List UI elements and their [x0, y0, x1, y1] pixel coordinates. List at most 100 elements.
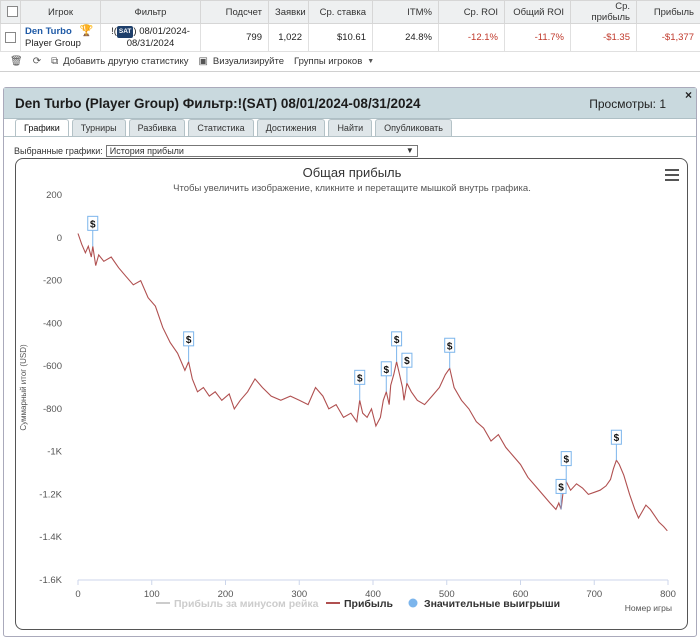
x-axis-label: Номер игры — [625, 603, 672, 613]
big-win-flag: $ — [401, 352, 413, 384]
stats-table: Игрок Фильтр Подсчет Заявки Ср. ставка I… — [0, 0, 700, 52]
avg-roi-cell: -12.1% — [438, 23, 505, 52]
filter-prefix: !( — [111, 25, 117, 37]
panel-tabs: Графики Турниры Разбивка Статистика Дост… — [15, 119, 452, 137]
row-checkbox[interactable] — [0, 23, 21, 52]
caret-down-icon: ▼ — [367, 58, 375, 65]
player-cell[interactable]: Den Turbo 🏆 Player Group — [20, 23, 101, 52]
big-win-flag-box — [610, 429, 622, 445]
big-win-flag-label: $ — [563, 455, 569, 466]
big-win-flag: $ — [555, 478, 567, 510]
x-tick-label: 0 — [75, 589, 80, 600]
x-tick-label: 200 — [218, 589, 234, 600]
views-count: Просмотры: 1 — [589, 97, 666, 111]
add-stats-label: Добавить другую статистику — [63, 56, 189, 67]
col-header-itm[interactable]: ITM% — [372, 0, 439, 24]
big-win-flag-label: $ — [558, 482, 564, 493]
player-name-link[interactable]: Den Turbo — [25, 26, 72, 37]
big-win-flag-label: $ — [186, 335, 192, 346]
avg-profit-cell: -$1.35 — [570, 23, 637, 52]
tab-breakdown[interactable]: Разбивка — [128, 119, 186, 136]
profit-chart[interactable]: Общая прибыль Чтобы увеличить изображение… — [16, 159, 688, 630]
big-win-flag-box — [401, 352, 413, 368]
player-group-label: Player Group — [25, 38, 81, 49]
y-tick-label: -800 — [43, 404, 62, 415]
x-tick-label: 800 — [660, 589, 676, 600]
y-axis-label: Суммарный итог (USD) — [19, 344, 28, 431]
graph-selector-value: История прибыли — [109, 146, 184, 156]
col-header-avg-profit[interactable]: Ср. прибыль — [570, 0, 637, 24]
visualize-label: Визуализируйте — [212, 56, 285, 67]
tab-tournaments[interactable]: Турниры — [71, 119, 126, 136]
x-tick-label: 500 — [439, 589, 455, 600]
chart-container[interactable]: Общая прибыль Чтобы увеличить изображение… — [15, 158, 688, 630]
big-win-flag-label: $ — [394, 335, 400, 346]
big-win-flag-label: $ — [383, 365, 389, 376]
y-tick-label: 200 — [46, 190, 62, 201]
filter-cell: !(SAT) 08/01/2024- 08/31/2024 — [100, 23, 201, 52]
legend-item-label: Значительные выигрыши — [424, 598, 560, 610]
x-tick-label: 700 — [586, 589, 602, 600]
trash-icon[interactable]: 🗑 — [10, 56, 23, 67]
col-header-avg-stake[interactable]: Ср. ставка — [308, 0, 373, 24]
close-icon[interactable]: × — [684, 88, 692, 102]
legend-item-label: Прибыль за минусом рейка — [174, 598, 319, 610]
y-tick-label: 0 — [57, 233, 62, 244]
big-win-flag-label: $ — [614, 433, 620, 444]
chart-menu-icon[interactable] — [665, 169, 679, 184]
graph-selector-label: Выбранные графики: — [14, 146, 103, 156]
big-win-flag: $ — [183, 331, 195, 362]
big-win-flag: $ — [610, 429, 622, 461]
tab-find[interactable]: Найти — [328, 119, 373, 136]
select-all-checkbox[interactable] — [0, 0, 21, 24]
tab-statistics[interactable]: Статистика — [188, 119, 254, 136]
table-header-row: Игрок Фильтр Подсчет Заявки Ср. ставка I… — [0, 0, 700, 24]
player-groups-label: Группы игроков — [294, 56, 363, 67]
col-header-player[interactable]: Игрок — [20, 0, 101, 24]
table-toolbar: 🗑 ⟳ ⧉ Добавить другую статистику ▣ Визуа… — [0, 52, 700, 71]
big-win-flag-box — [391, 331, 403, 347]
trophy-icon: 🏆 — [79, 25, 94, 37]
big-win-flag: $ — [391, 331, 403, 362]
col-header-profit[interactable]: Прибыль — [636, 0, 700, 24]
tab-publish[interactable]: Опубликовать — [375, 119, 452, 136]
graph-selector[interactable]: История прибыли ▼ — [105, 145, 418, 157]
col-header-avg-roi[interactable]: Ср. ROI — [438, 0, 505, 24]
x-tick-label: 400 — [365, 589, 381, 600]
x-tick-label: 300 — [291, 589, 307, 600]
big-win-flag-label: $ — [357, 373, 363, 384]
add-stats-button[interactable]: ⧉ Добавить другую статистику — [51, 56, 188, 67]
image-icon: ▣ — [198, 56, 208, 67]
chart-subtitle: Чтобы увеличить изображение, кликните и … — [173, 183, 531, 194]
chart-title: Общая прибыль — [303, 165, 402, 180]
profit-cell: -$1,377 — [636, 23, 700, 52]
visualize-button[interactable]: ▣ Визуализируйте — [198, 56, 284, 67]
refresh-icon[interactable]: ⟳ — [32, 56, 42, 67]
big-win-flag-box — [183, 331, 195, 347]
tabs-divider — [4, 136, 696, 137]
big-win-flag-box — [555, 478, 567, 494]
col-header-entries[interactable]: Заявки — [268, 0, 309, 24]
tab-graphs[interactable]: Графики — [15, 119, 69, 137]
legend-item-label: Прибыль — [344, 598, 394, 610]
big-win-flag-box — [380, 361, 392, 377]
col-header-count[interactable]: Подсчет — [200, 0, 269, 24]
col-header-total-roi[interactable]: Общий ROI — [504, 0, 571, 24]
player-groups-dropdown[interactable]: Группы игроков ▼ — [294, 56, 374, 67]
big-win-flag: $ — [354, 369, 366, 401]
big-win-flag-box — [444, 337, 456, 353]
tab-achievements[interactable]: Достижения — [256, 119, 326, 136]
big-win-flag-label: $ — [404, 356, 410, 367]
chevron-down-icon: ▼ — [405, 146, 414, 155]
big-win-flag-box — [87, 215, 99, 231]
col-header-filter[interactable]: Фильтр — [100, 0, 201, 24]
big-win-flag: $ — [87, 215, 99, 247]
table-row[interactable]: Den Turbo 🏆 Player Group !(SAT) 08/01/202… — [0, 23, 700, 52]
y-tick-label: -1.4K — [39, 532, 62, 543]
x-tick-label: 100 — [144, 589, 160, 600]
legend-circle-marker — [408, 598, 418, 608]
total-roi-cell: -11.7% — [504, 23, 571, 52]
add-stats-icon: ⧉ — [51, 56, 59, 67]
filter-date-end: 08/31/2024 — [126, 37, 175, 49]
sat-badge: SAT — [116, 25, 134, 38]
